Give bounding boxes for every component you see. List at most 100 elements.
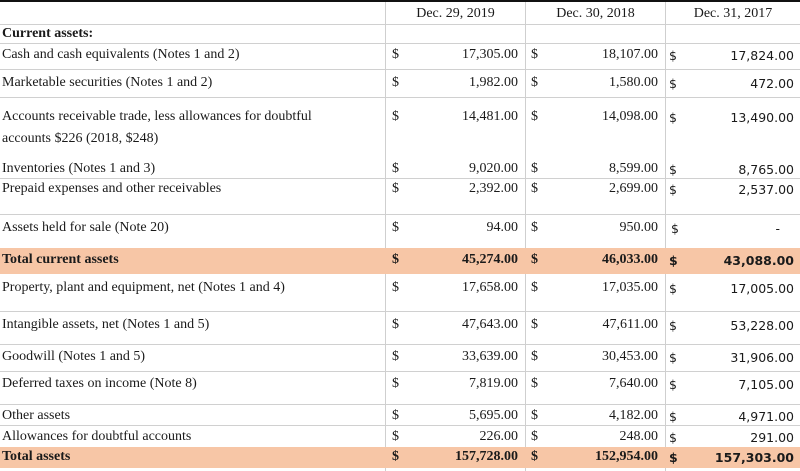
currency-symbol: $ [392,317,399,332]
currency-symbol: $ [392,449,399,464]
currency-symbol: $ [669,409,677,424]
header-row: Dec. 29, 2019 Dec. 30, 2018 Dec. 31, 201… [0,2,800,25]
value-2018: 17,035.00 [602,280,658,295]
section-header-row: Current assets: [0,25,800,44]
row-label: Prepaid expenses and other receivables [2,181,222,196]
table-row: Goodwill (Notes 1 and 5) $ 33,639.00 $ 3… [0,345,800,372]
column-header-2018: Dec. 30, 2018 [556,6,635,21]
currency-symbol: $ [531,317,538,332]
value-2017: 157,303.00 [714,450,794,465]
currency-symbol: $ [392,161,399,176]
value-2019: 226.00 [479,429,519,444]
total-row: Total assets $ 157,728.00 $ 152,954.00 $… [0,447,800,468]
currency-symbol: $ [531,429,538,444]
value-2018: 2,699.00 [609,181,658,196]
value-2019: 45,274.00 [462,252,518,267]
currency-symbol: $ [531,109,538,124]
value-2019: 9,020.00 [469,161,518,176]
table-row: Allowances for doubtful accounts $ 226.0… [0,426,800,447]
row-label: Property, plant and equipment, net (Note… [2,280,285,295]
value-2018: 4,182.00 [609,408,658,423]
currency-symbol: $ [392,408,399,423]
table-row: Inventories (Notes 1 and 3) $ 9,020.00 $… [0,158,800,179]
value-2019: 7,819.00 [469,376,518,391]
value-2018: 30,453.00 [602,349,658,364]
currency-symbol: $ [531,376,538,391]
table-row: Accounts receivable trade, less allowanc… [0,98,800,158]
value-2017: 2,537.00 [738,182,794,197]
currency-symbol: $ [392,109,399,124]
currency-symbol: $ [392,280,399,295]
currency-symbol: $ [669,110,677,125]
value-2018: 14,098.00 [602,109,658,124]
currency-symbol: $ [669,182,677,197]
value-2017: 8,765.00 [738,162,794,177]
currency-symbol: $ [531,161,538,176]
row-label: Marketable securities (Notes 1 and 2) [2,75,213,90]
row-label: Intangible assets, net (Notes 1 and 5) [2,317,210,332]
value-2019: 157,728.00 [455,449,518,464]
value-2018: 46,033.00 [602,252,658,267]
value-2017: - [775,221,780,236]
currency-symbol: $ [669,281,677,296]
currency-symbol: $ [669,430,677,445]
value-2018: 1,580.00 [609,75,658,90]
currency-symbol: $ [392,220,399,235]
value-2017: 13,490.00 [730,110,794,125]
row-label: Total current assets [2,252,119,267]
row-label-line-2: accounts $226 (2018, $248) [2,131,159,146]
value-2018: 47,611.00 [602,317,658,332]
row-label: Assets held for sale (Note 20) [2,220,169,235]
currency-symbol: $ [392,376,399,391]
currency-symbol: $ [392,47,399,62]
currency-symbol: $ [671,221,679,236]
value-2018: 7,640.00 [609,376,658,391]
table-row: Deferred taxes on income (Note 8) $ 7,81… [0,372,800,405]
table-row: Assets held for sale (Note 20) $ 94.00 $… [0,215,800,248]
value-2019: 94.00 [486,220,519,235]
value-2018: 950.00 [619,220,659,235]
value-2019: 17,658.00 [462,280,518,295]
currency-symbol: $ [531,75,538,90]
value-2017: 31,906.00 [730,350,794,365]
value-2017: 472.00 [750,76,794,91]
row-label: Cash and cash equivalents (Notes 1 and 2… [2,47,240,62]
currency-symbol: $ [531,220,538,235]
value-2017: 17,824.00 [730,48,794,63]
currency-symbol: $ [392,75,399,90]
value-2019: 2,392.00 [469,181,518,196]
value-2018: 152,954.00 [595,449,658,464]
value-2019: 47,643.00 [462,317,518,332]
value-2017: 43,088.00 [723,253,794,268]
column-divider [385,2,386,471]
currency-symbol: $ [392,181,399,196]
row-label: Allowances for doubtful accounts [2,429,192,444]
value-2017: 7,105.00 [738,377,794,392]
table-row: Intangible assets, net (Notes 1 and 5) $… [0,312,800,345]
value-2019: 5,695.00 [469,408,518,423]
currency-symbol: $ [669,76,677,91]
column-divider [525,2,526,471]
currency-symbol: $ [392,349,399,364]
table-row: Marketable securities (Notes 1 and 2) $ … [0,70,800,98]
currency-symbol: $ [669,318,677,333]
currency-symbol: $ [531,181,538,196]
row-label: Deferred taxes on income (Note 8) [2,376,197,391]
currency-symbol: $ [392,252,399,267]
row-label: Other assets [2,408,71,423]
currency-symbol: $ [669,450,678,465]
row-label: Inventories (Notes 1 and 3) [2,161,156,176]
value-2017: 17,005.00 [730,281,794,296]
row-label: Accounts receivable trade, less allowanc… [2,98,382,158]
column-divider [665,2,666,471]
value-2019: 14,481.00 [462,109,518,124]
value-2017: 291.00 [750,430,794,445]
value-2019: 17,305.00 [462,47,518,62]
column-header-2017: Dec. 31, 2017 [693,6,773,21]
table-row: Property, plant and equipment, net (Note… [0,274,800,312]
value-2019: 33,639.00 [462,349,518,364]
currency-symbol: $ [531,280,538,295]
currency-symbol: $ [669,377,677,392]
row-label-line-1: Accounts receivable trade, less allowanc… [2,109,312,124]
